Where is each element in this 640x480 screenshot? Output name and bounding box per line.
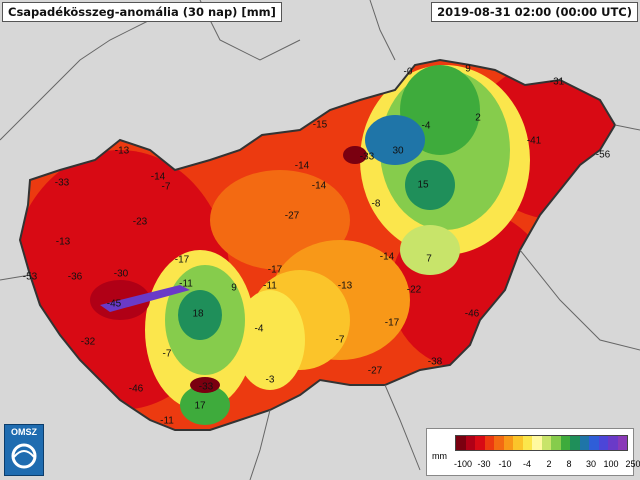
value-label: -8 [371, 198, 381, 210]
value-label: -13 [114, 145, 130, 157]
value-label: -13 [337, 280, 353, 292]
value-label: -45 [106, 298, 122, 310]
value-label: -13 [55, 236, 71, 248]
value-label: -14 [294, 160, 310, 172]
value-label: 30 [392, 145, 404, 157]
value-label: -4 [254, 323, 264, 335]
legend-swatch [456, 436, 466, 450]
legend-tick-label: 250 [625, 459, 640, 469]
value-label: -33 [54, 177, 70, 189]
legend-ticks: -100 -30 -10 -4 2 8 30 100 250 [451, 459, 640, 471]
value-label: -17 [384, 317, 400, 329]
logo-text: OMSZ [11, 427, 37, 437]
value-label: -36 [67, 271, 83, 283]
legend-swatch [617, 436, 627, 450]
value-label: -33 [359, 151, 375, 163]
legend-swatch [532, 436, 542, 450]
legend-swatch [608, 436, 618, 450]
legend-swatch [570, 436, 580, 450]
legend-swatch [589, 436, 599, 450]
legend-swatch [522, 436, 532, 450]
value-label: -31 [549, 76, 565, 88]
wave-icon [11, 443, 37, 469]
value-label: -23 [132, 216, 148, 228]
legend-tick-label: 2 [546, 459, 552, 469]
legend-swatch [541, 436, 551, 450]
value-label: -3 [265, 374, 275, 386]
value-label: -27 [367, 365, 383, 377]
legend-swatch [503, 436, 513, 450]
legend-swatch [513, 436, 523, 450]
map-timestamp: 2019-08-31 02:00 (00:00 UTC) [431, 2, 638, 22]
value-label: -30 [113, 268, 129, 280]
value-label: 7 [426, 253, 432, 265]
value-label: -22 [406, 284, 422, 296]
legend: mm -100 -30 -10 -4 2 8 30 100 250 [426, 428, 640, 476]
country-border [18, 58, 617, 431]
value-label: -0 [403, 66, 413, 78]
value-label: -17 [267, 264, 283, 276]
value-label: -7 [162, 348, 172, 360]
value-label: -14 [379, 251, 395, 263]
value-label: -11 [179, 278, 193, 290]
value-label: 18 [192, 308, 204, 320]
value-label: -53 [22, 271, 38, 283]
legend-swatch [475, 436, 485, 450]
legend-tick-label: 8 [566, 459, 572, 469]
legend-swatch [551, 436, 561, 450]
value-label: -41 [526, 135, 542, 147]
value-label: -7 [335, 334, 345, 346]
legend-swatch [560, 436, 570, 450]
value-label: -46 [128, 383, 144, 395]
legend-tick-label: -4 [522, 459, 532, 469]
legend-swatch [598, 436, 608, 450]
value-label: -38 [427, 356, 443, 368]
map-title: Csapadékösszeg-anomália (30 nap) [mm] [2, 2, 282, 22]
value-label: -4 [421, 120, 431, 132]
value-label: -11 [160, 415, 174, 427]
omsz-logo: OMSZ [4, 424, 44, 476]
value-label: 15 [417, 179, 429, 191]
value-label: -32 [80, 336, 96, 348]
value-label: -27 [284, 210, 300, 222]
legend-tick-label: -30 [477, 459, 491, 469]
legend-tick-label: -10 [498, 459, 512, 469]
legend-swatch [579, 436, 589, 450]
value-label: 2 [475, 112, 481, 124]
legend-swatch [484, 436, 494, 450]
value-label: -14 [150, 171, 166, 183]
value-label: -33 [198, 381, 214, 393]
value-label: -7 [161, 181, 171, 193]
legend-tick-label: 100 [603, 459, 619, 469]
legend-unit: mm [432, 451, 447, 461]
value-label: 9 [231, 282, 237, 294]
value-label: -56 [595, 149, 611, 161]
legend-swatch [465, 436, 475, 450]
value-label: -15 [312, 119, 328, 131]
value-label: -14 [311, 180, 327, 192]
value-label: 17 [194, 400, 206, 412]
legend-tick-label: -100 [453, 459, 473, 469]
legend-color-bar [455, 435, 628, 451]
value-label: -17 [174, 254, 190, 266]
value-label: -11 [263, 280, 277, 292]
value-label: -46 [464, 308, 480, 320]
legend-swatch [494, 436, 504, 450]
value-label: 9 [465, 63, 471, 75]
legend-tick-label: 30 [585, 459, 597, 469]
